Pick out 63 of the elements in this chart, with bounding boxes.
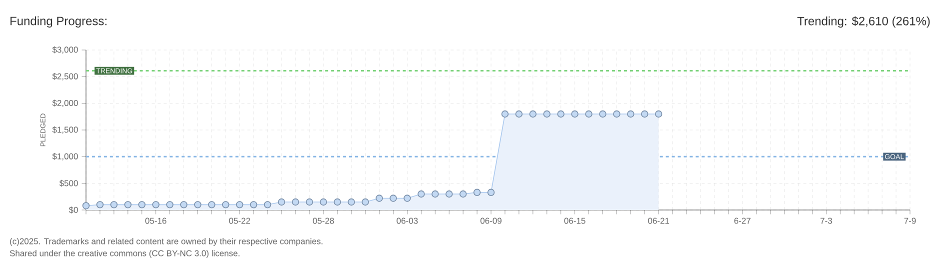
point (459, 190, 467, 198)
point (306, 198, 314, 206)
point (599, 110, 606, 118)
point (166, 201, 174, 208)
point (152, 201, 160, 208)
point (529, 110, 537, 118)
point (557, 110, 564, 118)
point (264, 201, 272, 208)
point (432, 190, 439, 198)
point (222, 201, 230, 208)
text: Shared under the creative commons (CC BY-NC 3.0) license. (10, 250, 240, 258)
point (96, 201, 104, 208)
point (418, 190, 425, 198)
point (82, 202, 90, 210)
point (124, 201, 132, 208)
point (501, 110, 509, 118)
y-tick-label: $3,000 (52, 46, 78, 54)
point (585, 110, 592, 118)
y-tick-label: $0 (68, 206, 78, 214)
point (138, 201, 146, 208)
x-tick-label: 05-22 (229, 218, 250, 224)
point (292, 198, 300, 206)
y-tick-label: $500 (59, 180, 78, 187)
point (487, 188, 495, 196)
point (655, 110, 662, 118)
point (627, 110, 634, 118)
point (236, 201, 244, 208)
x-tick-label: 06-09 (480, 218, 502, 224)
x-tick-label: 7-9 (904, 218, 916, 224)
point (515, 110, 523, 118)
point (543, 110, 550, 118)
text: (c)2025. Trademarks and related content are owned by their respective companies. (10, 238, 322, 246)
point (320, 198, 328, 206)
point (446, 190, 453, 198)
point (208, 201, 216, 208)
x-tick-label: 05-28 (312, 218, 334, 224)
y-tick-label: $2,500 (52, 72, 78, 80)
point (250, 201, 258, 208)
x-tick-label: 7-3 (820, 218, 832, 224)
chart-title: Funding Progress: (10, 16, 106, 28)
x-tick-label: 06-15 (564, 218, 586, 224)
text: Trending: $2,610 (261%) (797, 16, 930, 28)
point (110, 201, 118, 208)
x-tick-label: 06-03 (396, 218, 418, 224)
point (641, 110, 648, 118)
point (404, 194, 411, 202)
point (348, 198, 355, 206)
point (571, 110, 578, 118)
point (194, 201, 202, 208)
point (362, 198, 369, 206)
x-tick-label: 06-21 (648, 218, 670, 224)
point (180, 201, 188, 208)
point (278, 198, 286, 206)
point (334, 198, 341, 206)
point (390, 194, 397, 202)
y-tick-label: $1,500 (52, 126, 78, 134)
y-tick-label: $1,000 (52, 152, 78, 160)
point (376, 194, 383, 202)
y-tick-label: $2,000 (52, 100, 78, 108)
x-tick-label: 6-27 (734, 218, 750, 224)
point (473, 188, 481, 196)
x-tick-label: 05-16 (145, 218, 166, 224)
point (613, 110, 620, 118)
